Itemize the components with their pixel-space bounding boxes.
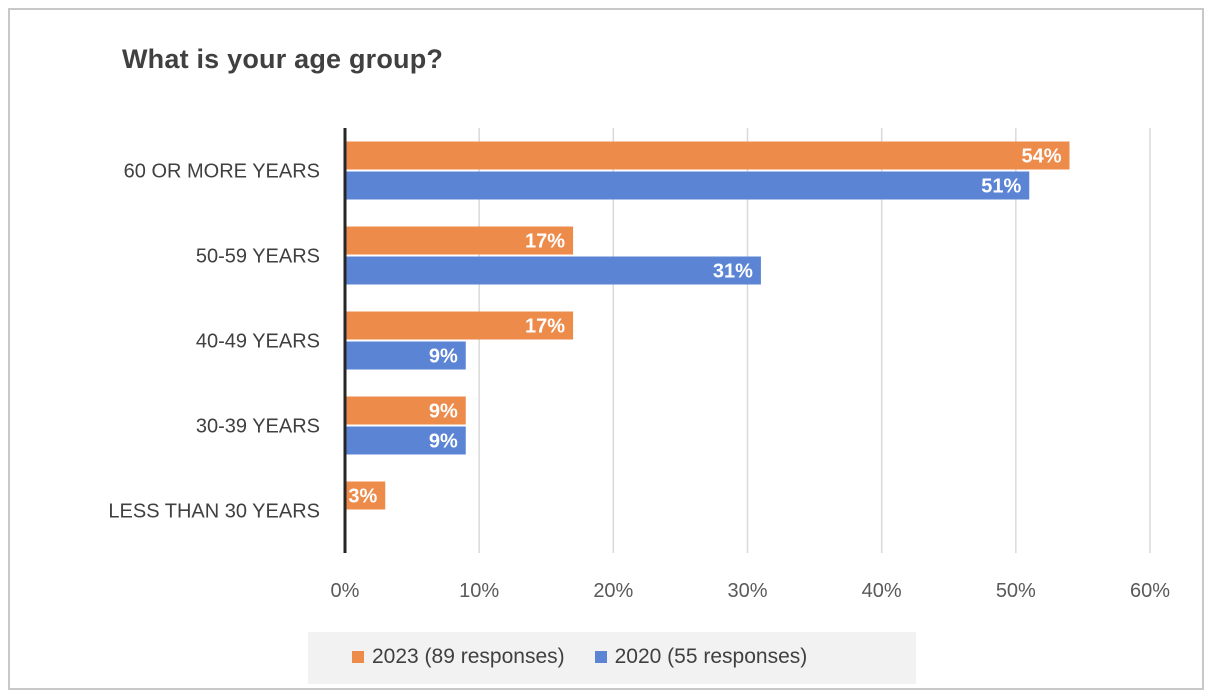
data-label: 54%	[1021, 146, 1061, 168]
category-label: 30-39 YEARS	[196, 416, 320, 438]
x-tick-label-60: 60%	[1130, 580, 1170, 602]
data-label: 3%	[348, 486, 377, 508]
legend-label-2020: 2020 (55 responses)	[614, 645, 808, 668]
legend-item-2023: 2023 (89 responses)	[352, 645, 565, 669]
bar-1-2	[345, 341, 466, 370]
data-label: 17%	[525, 231, 565, 253]
x-tick-label-0: 0%	[331, 580, 360, 602]
bar-0-3	[345, 396, 466, 425]
x-tick-label-40: 40%	[862, 580, 902, 602]
legend-item-2020: 2020 (55 responses)	[594, 645, 808, 669]
x-tick-label-30: 30%	[727, 580, 767, 602]
legend-label-2023: 2023 (89 responses)	[372, 645, 565, 668]
bar-0-2	[345, 311, 574, 340]
bar-1-1	[345, 256, 761, 285]
data-label: 9%	[429, 346, 458, 368]
x-tick-label-10: 10%	[459, 580, 499, 602]
chart-title: What is your age group?	[122, 44, 444, 74]
category-label: LESS THAN 30 YEARS	[108, 501, 320, 523]
bar-0-4	[345, 481, 386, 510]
x-tick-label-50: 50%	[996, 580, 1036, 602]
bar-0-0	[345, 141, 1070, 170]
legend-swatch-2023	[352, 651, 364, 663]
data-label: 51%	[981, 176, 1021, 198]
legend-background	[308, 632, 916, 684]
data-label: 9%	[429, 431, 458, 453]
bar-0-1	[345, 226, 574, 255]
bar-1-3	[345, 426, 466, 455]
data-label: 9%	[429, 401, 458, 423]
data-label: 17%	[525, 316, 565, 338]
data-label: 31%	[713, 261, 753, 283]
x-tick-label-20: 20%	[593, 580, 633, 602]
chart-frame	[8, 8, 1204, 690]
category-label: 50-59 YEARS	[196, 246, 320, 268]
bar-1-0	[345, 171, 1030, 200]
legend-swatch-2020	[594, 651, 607, 663]
category-label: 60 OR MORE YEARS	[124, 161, 320, 183]
legend: 2023 (89 responses) 2020 (55 responses)	[352, 645, 807, 669]
category-label: 40-49 YEARS	[196, 331, 320, 353]
